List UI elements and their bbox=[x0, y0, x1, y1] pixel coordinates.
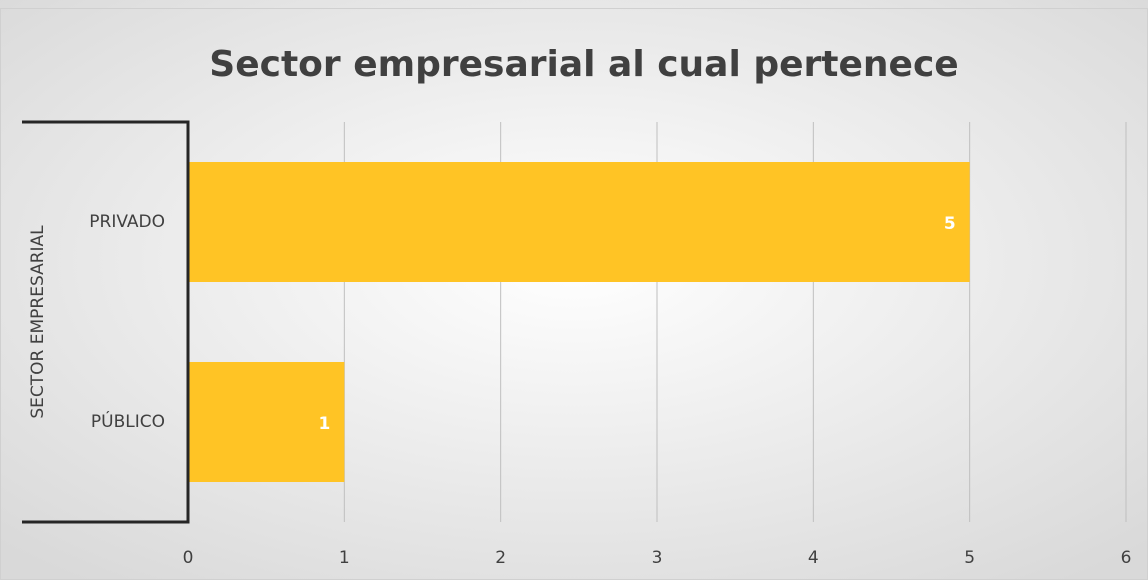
chart-title: Sector empresarial al cual pertenece bbox=[209, 44, 958, 85]
category-axis bbox=[22, 120, 190, 524]
bar bbox=[188, 162, 970, 282]
x-tick-label: 3 bbox=[652, 548, 663, 568]
data-label: 5 bbox=[944, 214, 956, 234]
data-label: 1 bbox=[318, 414, 330, 434]
y-tick-label: PÚBLICO bbox=[91, 410, 165, 432]
x-tick-label: 4 bbox=[808, 548, 819, 568]
x-tick-label: 0 bbox=[183, 548, 194, 568]
y-axis-title: SECTOR EMPRESARIAL bbox=[28, 225, 48, 419]
x-tick-label: 6 bbox=[1121, 548, 1132, 568]
bar bbox=[188, 362, 345, 482]
x-tick-label: 5 bbox=[964, 548, 975, 568]
x-tick-label: 2 bbox=[495, 548, 506, 568]
x-tick-label: 1 bbox=[339, 548, 350, 568]
y-tick-label: PRIVADO bbox=[89, 212, 165, 232]
